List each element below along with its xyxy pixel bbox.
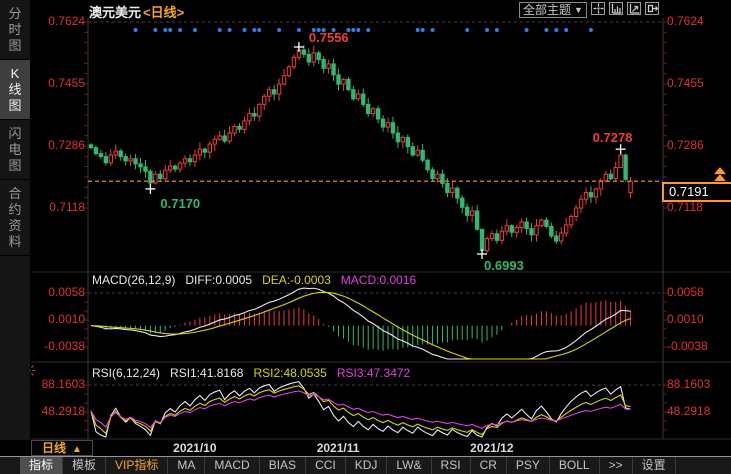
macd-header: MACD(26,12,9) DIFF:0.0005 DEA:-0.0003 MACD:… bbox=[92, 273, 426, 287]
theme-dropdown[interactable]: 全部主题 ▼ bbox=[519, 2, 587, 18]
macd-dea-value: DEA:-0.0003 bbox=[262, 273, 331, 287]
symbol-title: 澳元美元 <日线> bbox=[89, 2, 184, 21]
sidebar-item-contract-info[interactable]: 合约资料 bbox=[0, 180, 30, 256]
toolbar-item-kdj[interactable]: KDJ bbox=[346, 457, 388, 474]
toolbar-item-rsi[interactable]: RSI bbox=[432, 457, 471, 474]
toolbar-item-macd[interactable]: MACD bbox=[205, 457, 260, 474]
toolbar-item-settings[interactable]: 设置 bbox=[633, 457, 676, 474]
toolbar-item-ma[interactable]: MA bbox=[168, 457, 206, 474]
toolbar-item-cci[interactable]: CCI bbox=[306, 457, 346, 474]
zoom-range-icon[interactable] bbox=[609, 2, 623, 15]
symbol-name: 澳元美元 bbox=[89, 5, 142, 20]
sidebar-item-flash-chart[interactable]: 闪电图 bbox=[0, 120, 30, 180]
sidebar-item-time-chart[interactable]: 分时图 bbox=[0, 0, 30, 60]
chevron-down-icon: ▼ bbox=[574, 4, 583, 15]
period-indicator: <日线> bbox=[143, 5, 185, 20]
macd-macd-value: MACD:0.0016 bbox=[340, 273, 417, 287]
toolbar-item-indicator[interactable]: 指标 bbox=[20, 457, 64, 474]
toolbar-item-more[interactable]: >> bbox=[600, 457, 633, 474]
toolbar-item-template[interactable]: 模板 bbox=[63, 457, 107, 474]
indicator-toolbar: 指标 模板 VIP指标 MA MACD BIAS CCI KDJ LW& RSI CR PSY BOLL… bbox=[0, 456, 731, 474]
crosshair-icon[interactable] bbox=[591, 2, 605, 15]
toolbar-item-bias[interactable]: BIAS bbox=[260, 457, 307, 474]
rsi1-value: RSI1:41.8168 bbox=[170, 366, 244, 380]
rsi-params: RSI(6,12,24) bbox=[92, 366, 161, 380]
macd-diff-value: DIFF:0.0005 bbox=[185, 273, 253, 287]
shift-range-icon[interactable] bbox=[627, 2, 641, 15]
current-price-value: 0.7191 bbox=[669, 184, 709, 200]
theme-dropdown-label: 全部主题 bbox=[523, 2, 572, 17]
expand-right-icon[interactable] bbox=[645, 2, 659, 15]
period-tab-label: 日线 bbox=[42, 441, 67, 455]
rsi2-value: RSI2:48.0535 bbox=[253, 366, 327, 380]
toolbar-item-cr[interactable]: CR bbox=[471, 457, 507, 474]
period-tab[interactable]: 日线 ▲ bbox=[31, 440, 93, 456]
triangle-up-icon: ▲ bbox=[72, 444, 82, 455]
current-price-box: 0.7191 bbox=[662, 182, 731, 203]
toolbar-item-lw[interactable]: LW& bbox=[387, 457, 432, 474]
chart-toolbuttons bbox=[591, 2, 659, 15]
toolbar-item-vip-indicator[interactable]: VIP指标 bbox=[106, 457, 169, 474]
macd-params: MACD(26,12,9) bbox=[92, 273, 176, 287]
toolbar-item-psy[interactable]: PSY bbox=[507, 457, 550, 474]
toolbar-item-boll[interactable]: BOLL bbox=[550, 457, 600, 474]
rsi-header: RSI(6,12,24) RSI1:41.8168 RSI2:48.0535 RSI3… bbox=[92, 366, 420, 380]
rsi3-value: RSI3:47.3472 bbox=[336, 366, 411, 380]
